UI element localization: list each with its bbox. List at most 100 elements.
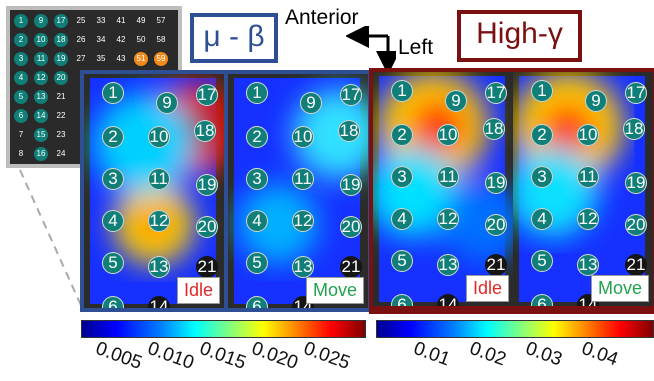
electrode-4: 4 <box>246 210 268 232</box>
electrode-1: 1 <box>102 82 124 104</box>
high-gamma-colorbar <box>376 320 654 338</box>
thumbnail-electrode: 7 <box>18 130 24 139</box>
thumbnail-electrode: 51 <box>134 52 148 66</box>
electrode-18: 18 <box>483 118 505 140</box>
electrode-17: 17 <box>196 84 218 106</box>
thumbnail-electrode: 4 <box>14 71 28 85</box>
thumbnail-electrode: 34 <box>96 35 106 44</box>
electrode-19: 19 <box>196 174 218 196</box>
electrode-1: 1 <box>246 82 268 104</box>
electrode-4: 4 <box>102 210 124 232</box>
heatmap-surface <box>90 78 224 304</box>
electrode-9: 9 <box>445 90 467 112</box>
electrode-4: 4 <box>391 208 413 230</box>
thumbnail-electrode: 26 <box>76 35 86 44</box>
electrode-18: 18 <box>194 120 216 142</box>
left-label: Left <box>398 36 434 59</box>
mu-beta-panel-group: 1 9 17 2 10 18 3 11 19 4 12 20 5 13 21 6 14 Idle 1 9 17 2 10 1… <box>80 70 369 312</box>
electrode-3: 3 <box>246 168 268 190</box>
electrode-20: 20 <box>485 214 507 236</box>
mu-beta-move-map: 1 9 17 2 10 18 3 11 19 4 12 20 5 13 21 6 14 Move <box>228 74 368 308</box>
electrode-4: 4 <box>531 208 553 230</box>
electrode-18: 18 <box>623 118 645 140</box>
thumbnail-electrode: 59 <box>154 52 168 66</box>
electrode-2: 2 <box>246 126 268 148</box>
electrode-10: 10 <box>292 126 314 148</box>
electrode-13: 13 <box>292 256 314 278</box>
orientation-arrows-icon <box>346 26 396 75</box>
thumbnail-electrode: 24 <box>56 149 66 158</box>
electrode-6: 6 <box>391 294 413 306</box>
high-gamma-title: High-γ <box>457 10 582 62</box>
thumbnail-electrode: 43 <box>116 54 126 63</box>
electrode-1: 1 <box>531 80 553 102</box>
electrode-5: 5 <box>102 252 124 274</box>
electrode-10: 10 <box>437 124 459 146</box>
mu-beta-colorbar <box>81 320 366 338</box>
electrode-12: 12 <box>437 208 459 230</box>
electrode-3: 3 <box>102 168 124 190</box>
electrode-1: 1 <box>391 80 413 102</box>
thumbnail-electrode: 12 <box>34 71 48 85</box>
electrode-9: 9 <box>300 92 322 114</box>
electrode-2: 2 <box>102 126 124 148</box>
thumbnail-electrode: 13 <box>34 90 48 104</box>
thumbnail-electrode: 25 <box>76 16 86 25</box>
electrode-6: 6 <box>531 294 553 306</box>
electrode-5: 5 <box>531 250 553 272</box>
electrode-21: 21 <box>625 254 647 276</box>
thumbnail-electrode: 2 <box>14 33 28 47</box>
thumbnail-electrode: 58 <box>156 35 166 44</box>
thumbnail-electrode: 6 <box>14 109 28 123</box>
electrode-12: 12 <box>577 208 599 230</box>
electrode-6: 6 <box>246 296 268 308</box>
thumbnail-electrode: 27 <box>76 54 86 63</box>
electrode-12: 12 <box>148 210 170 232</box>
thumbnail-electrode: 17 <box>54 14 68 28</box>
electrode-14: 14 <box>437 294 459 306</box>
electrode-12: 12 <box>292 210 314 232</box>
thumbnail-electrode: 18 <box>54 33 68 47</box>
electrode-3: 3 <box>391 166 413 188</box>
thumbnail-electrode: 14 <box>34 109 48 123</box>
electrode-18: 18 <box>338 120 360 142</box>
electrode-11: 11 <box>577 166 599 188</box>
thumbnail-electrode: 20 <box>54 71 68 85</box>
thumbnail-electrode: 1 <box>14 14 28 28</box>
electrode-19: 19 <box>340 174 362 196</box>
electrode-13: 13 <box>148 256 170 278</box>
electrode-3: 3 <box>531 166 553 188</box>
electrode-17: 17 <box>485 82 507 104</box>
electrode-13: 13 <box>437 254 459 276</box>
electrode-11: 11 <box>437 166 459 188</box>
condition-label: Move <box>305 277 364 304</box>
thumbnail-electrode: 9 <box>34 14 48 28</box>
electrode-5: 5 <box>391 250 413 272</box>
high-gamma-move-map: 1 9 17 2 10 18 3 11 19 4 12 20 5 13 21 6 14 Move <box>513 72 653 306</box>
thumbnail-electrode: 5 <box>14 90 28 104</box>
thumbnail-electrode: 50 <box>136 35 146 44</box>
thumbnail-electrode: 35 <box>96 54 106 63</box>
electrode-9: 9 <box>585 90 607 112</box>
electrode-17: 17 <box>625 82 647 104</box>
thumbnail-electrode: 49 <box>136 16 146 25</box>
thumbnail-electrode: 11 <box>34 52 48 66</box>
electrode-11: 11 <box>292 168 314 190</box>
electrode-20: 20 <box>625 214 647 236</box>
electrode-10: 10 <box>577 124 599 146</box>
thumbnail-electrode: 33 <box>96 16 106 25</box>
thumbnail-electrode: 41 <box>116 16 126 25</box>
condition-label: Idle <box>465 275 509 302</box>
electrode-2: 2 <box>531 124 553 146</box>
electrode-13: 13 <box>577 254 599 276</box>
electrode-5: 5 <box>246 252 268 274</box>
thumbnail-electrode: 10 <box>34 33 48 47</box>
electrode-11: 11 <box>148 168 170 190</box>
condition-label: Idle <box>176 277 220 304</box>
mu-beta-title: μ - β <box>190 13 278 63</box>
thumbnail-electrode: 15 <box>34 128 48 142</box>
thumbnail-electrode: 23 <box>56 130 66 139</box>
electrode-21: 21 <box>485 254 507 276</box>
thumbnail-electrode: 21 <box>56 92 66 101</box>
electrode-2: 2 <box>391 124 413 146</box>
